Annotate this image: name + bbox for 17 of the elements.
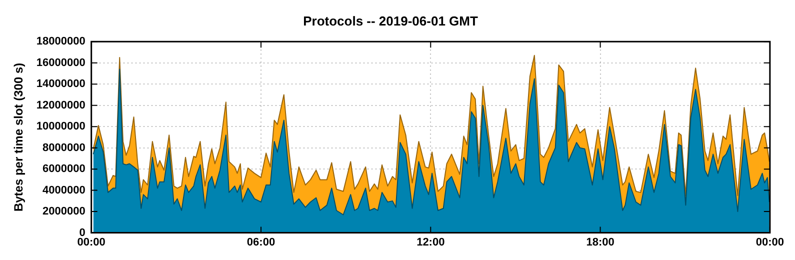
y-tick-label: 2000000 <box>42 206 86 218</box>
y-tick-label: 0 <box>79 226 86 239</box>
y-tick-label: 18000000 <box>36 36 86 48</box>
y-axis-title: Bytes per time slot (300 s) <box>12 62 26 212</box>
y-tick-label: 10000000 <box>36 120 86 133</box>
y-tick-label: 14000000 <box>36 78 86 90</box>
y-tick-label: 4000000 <box>42 184 86 196</box>
y-tick-label: 6000000 <box>42 163 86 176</box>
y-tick-label: 12000000 <box>36 99 86 112</box>
x-tick-label: 18:00 <box>586 236 614 248</box>
y-tick-label: 16000000 <box>36 56 86 69</box>
x-tick-label: 00:00 <box>77 236 106 248</box>
y-tick-label: 8000000 <box>42 142 86 154</box>
x-tick-label: 06:00 <box>246 236 276 248</box>
x-tick-label: 00:00 <box>756 236 784 248</box>
chart-title: Protocols -- 2019-06-01 GMT <box>303 13 478 28</box>
x-tick-label: 12:00 <box>416 236 445 248</box>
